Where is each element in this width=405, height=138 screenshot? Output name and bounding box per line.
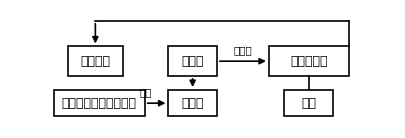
FancyBboxPatch shape xyxy=(284,90,333,116)
FancyBboxPatch shape xyxy=(54,90,145,116)
Text: 废旧锂离子电池浸出液: 废旧锂离子电池浸出液 xyxy=(62,97,137,110)
Text: 萃取: 萃取 xyxy=(139,87,152,97)
FancyBboxPatch shape xyxy=(269,46,349,76)
Text: 萃余相: 萃余相 xyxy=(181,97,204,110)
FancyBboxPatch shape xyxy=(168,90,217,116)
FancyBboxPatch shape xyxy=(68,46,123,76)
Text: 水相: 水相 xyxy=(301,97,316,110)
Text: 反萃取: 反萃取 xyxy=(234,45,252,55)
Text: 萃取相: 萃取相 xyxy=(181,55,204,68)
Text: 再生萃取剂: 再生萃取剂 xyxy=(290,55,328,68)
Text: 离子液体: 离子液体 xyxy=(80,55,110,68)
FancyBboxPatch shape xyxy=(168,46,217,76)
